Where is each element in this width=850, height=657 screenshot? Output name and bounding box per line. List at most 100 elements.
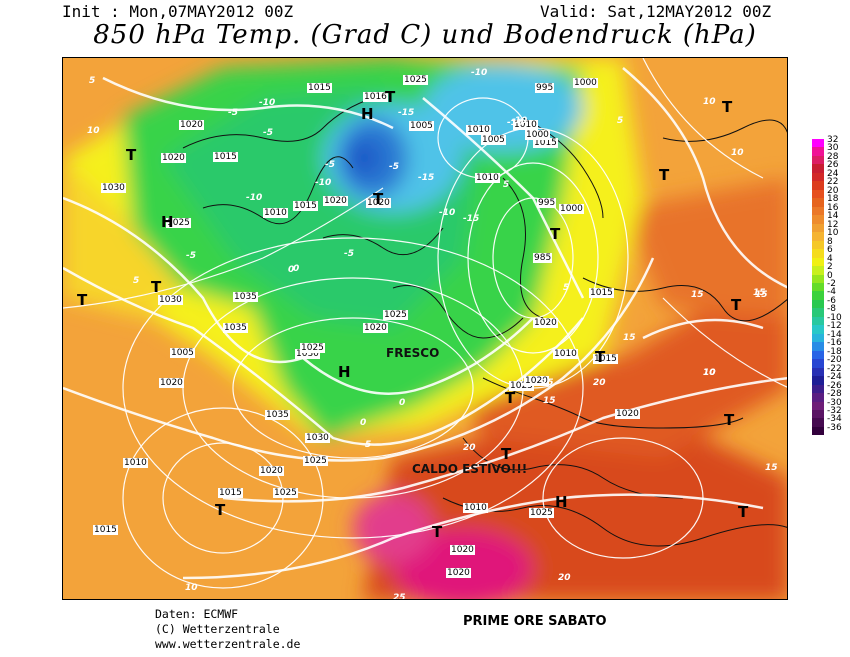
isobar-label: 1010 [123,458,148,468]
legend-value: -34 [827,414,842,425]
isotherm-label: 10 [185,583,198,593]
isobar-label: 1030 [101,183,126,193]
isotherm-label: 15 [765,463,778,473]
isobar-label: 1015 [589,288,614,298]
legend-swatch [812,181,824,190]
legend-value: 32 [827,135,839,145]
isobar-label: 995 [537,198,557,208]
isobar-label: 1010 [466,125,491,135]
legend-value: -32 [827,406,842,416]
low-pressure-marker: T [550,225,561,243]
legend-swatch [812,147,824,156]
isotherm-label: -10 [439,208,456,218]
legend-value: -36 [827,422,842,433]
low-pressure-marker: T [215,501,226,519]
legend-swatch [812,266,824,275]
isotherm-label: 15 [623,333,636,343]
legend-value: 26 [827,160,839,171]
isotherm-label: 15 [753,288,766,298]
credit-copyright: (C) Wetterzentrale [155,622,280,636]
cool-annotation: FRESCO [386,346,440,360]
legend-value: 30 [827,143,839,154]
credit-data-source: Daten: ECMWF [155,607,239,621]
weather-map[interactable]: 1025 1015 1005 995 1000 1010 1020 1030 1035 1016 9… [62,57,788,600]
valid-time: Valid: Sat,12MAY2012 00Z [540,2,772,21]
low-pressure-marker: T [595,348,606,366]
isotherm-label: -15 [398,108,415,118]
legend-value: 18 [827,194,839,205]
isobar-label: 1030 [158,295,183,305]
legend-value: -2 [827,278,836,289]
isotherm-label: -5 [389,162,399,172]
isobar-label: 1015 [293,201,318,211]
isotherm-label: 5 [365,440,372,450]
credit-website[interactable]: www.wetterzentrale.de [155,637,301,651]
legend-swatch [812,384,824,394]
legend-swatch [812,308,824,317]
legend-swatch [812,291,824,300]
isobar-label: 1020 [363,323,388,333]
legend-swatch [812,189,824,199]
legend-value: 20 [827,185,839,196]
legend-swatch [812,325,824,334]
legend-value: -18 [827,346,842,357]
isobar-label: 1020 [446,568,471,578]
isobar-label: 1020 [524,376,549,386]
low-pressure-marker: T [659,166,670,184]
isobar-label: 1025 [383,310,408,320]
isobar-label: 1010 [513,120,538,130]
isotherm-label: 0 [293,264,300,274]
legend-swatch [812,139,824,148]
isobar-label: 1015 [307,83,332,93]
isobar-label: 1010 [553,349,578,359]
legend-swatch [812,376,824,385]
isobar-label: 1020 [533,318,558,328]
legend-value: -24 [827,372,842,383]
isobar-label: 1020 [615,409,640,419]
footer-note: PRIME ORE SABATO [463,614,607,629]
legend-value: 6 [827,245,833,256]
legend-swatch [812,164,824,173]
legend-value: 14 [827,211,839,222]
isobar-label: 1005 [409,121,434,131]
low-pressure-marker: T [724,411,735,429]
legend-swatch [812,393,824,402]
isobar-label: 1020 [323,196,348,206]
legend-value: -12 [827,321,842,332]
isobar-label: 1000 [573,78,598,88]
isotherm-label: 20 [463,443,476,453]
legend-value: -28 [827,389,842,400]
isobar-label: 1020 [179,120,204,130]
low-pressure-marker: T [432,523,443,541]
legend-value: -16 [827,338,842,349]
isotherm-label: 5 [617,116,624,126]
isotherm-label: -10 [246,193,263,203]
legend-value: -20 [827,355,842,366]
isotherm-label: 15 [541,378,554,388]
high-pressure-marker: H [555,493,568,511]
high-pressure-marker: H [361,105,374,123]
hot-annotation: CALDO ESTIVO!!! [412,462,528,476]
isobar-label: 1025 [300,343,325,353]
legend-value: 8 [827,236,833,247]
isotherm-label: -5 [186,251,196,261]
isobar-label: 1010 [463,503,488,513]
isotherm-label: 10 [703,97,716,107]
legend-swatch [812,274,824,283]
isobar-label: 1005 [481,135,506,145]
legend-swatch [812,223,824,233]
isobar-label: 1000 [559,204,584,214]
isotherm-label: 0 [288,265,295,275]
isobar-label: 1005 [170,348,195,358]
low-pressure-marker: T [385,88,396,106]
legend-swatch [812,172,824,182]
isobar-label: 995 [535,83,555,93]
legend-swatch [812,198,824,207]
legend-swatch [812,401,824,410]
legend-swatch [812,282,824,292]
low-pressure-marker: T [738,503,749,521]
isobar-label: 1020 [159,378,184,388]
isobar-label: 1025 [529,508,554,518]
high-pressure-marker: H [338,363,351,381]
isobar-label: 1016 [363,92,388,102]
